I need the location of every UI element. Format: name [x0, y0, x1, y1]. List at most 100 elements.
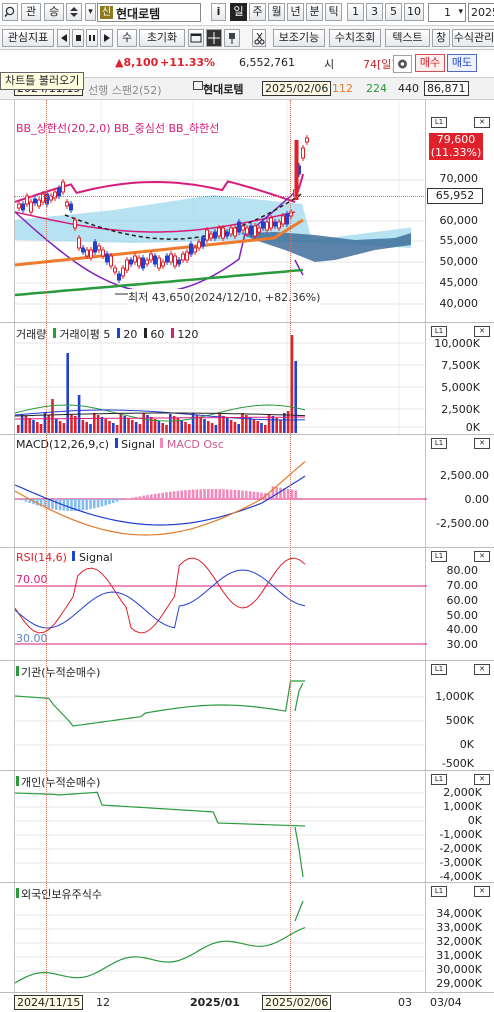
- dropdown-button[interactable]: ▾: [85, 3, 96, 21]
- candle-body: [201, 237, 205, 247]
- indiv-tick-1000k: 1,000K: [443, 800, 482, 813]
- triangle-right-icon: [104, 34, 110, 42]
- window-button[interactable]: 창: [432, 29, 450, 47]
- value-query-button[interactable]: 수치조회: [329, 29, 381, 47]
- tools-button[interactable]: [252, 29, 266, 47]
- reset-button[interactable]: 초기화: [139, 29, 185, 47]
- price-panel-close[interactable]: ✕: [474, 117, 490, 128]
- price-panel: BB_상한선(20,2,0) BB_중심선 BB_하한선 최저 43,650(2…: [0, 100, 494, 322]
- indiv-panel-close[interactable]: ✕: [474, 774, 490, 785]
- volume-axis-lock[interactable]: L1: [431, 326, 447, 337]
- price-axis-lock[interactable]: L1: [431, 117, 447, 128]
- tooltip: 차트틀 불러오기: [0, 72, 85, 90]
- candle-body: [305, 137, 309, 143]
- macd-osc-bar: [290, 489, 294, 499]
- macd-panel: MACD(12,26,9,c) Signal MACD Osc L1 ✕ 2,5…: [0, 434, 494, 548]
- macd-axis-lock[interactable]: L1: [431, 438, 447, 449]
- macd-panel-close[interactable]: ✕: [474, 438, 490, 449]
- frgn-tick-31000k: 31,000K: [436, 949, 482, 962]
- period-month-tab[interactable]: 월: [268, 3, 285, 21]
- frgn-panel-close[interactable]: ✕: [474, 886, 490, 897]
- frgn-axis-lock[interactable]: L1: [431, 886, 447, 897]
- foreign-plot[interactable]: [14, 883, 427, 993]
- inst-axis-lock[interactable]: L1: [431, 664, 447, 675]
- indiv-tick-neg3000k: -3,000K: [439, 856, 482, 869]
- stop-button[interactable]: [72, 29, 84, 47]
- stock-code-field[interactable]: 신 현대로템: [97, 3, 201, 22]
- aux-function-button[interactable]: 보조기능: [273, 29, 325, 47]
- count-value: 1: [444, 6, 451, 19]
- settings-button[interactable]: [393, 55, 412, 73]
- layout-button[interactable]: [188, 29, 204, 47]
- legend-ma-value: 86,871: [424, 81, 469, 96]
- next-page-button[interactable]: [100, 29, 113, 47]
- volume-bar: [85, 422, 88, 433]
- vol-ma5: 거래이평 5: [59, 328, 111, 341]
- vol-ma5: [14, 404, 306, 422]
- volume-bar: [237, 424, 240, 433]
- prev-button[interactable]: 승: [44, 3, 64, 21]
- macd-osc-bar: [218, 489, 221, 499]
- institution-line: [14, 680, 305, 727]
- quote-bar: ▲8,100 +11.33% 6,552,761 시 74[일] 매수 매도: [0, 50, 494, 78]
- candle-body: [173, 255, 177, 267]
- period-day-tab[interactable]: 일: [230, 3, 247, 21]
- up-down-stepper[interactable]: [66, 3, 82, 21]
- volume-plot[interactable]: [14, 323, 427, 435]
- info-button[interactable]: i: [211, 3, 226, 21]
- pin-button[interactable]: [224, 29, 240, 47]
- rsi-axis-lock[interactable]: L1: [431, 551, 447, 562]
- period-minute-tab[interactable]: 분: [306, 3, 323, 21]
- macd-tick-0: 0.00: [464, 493, 490, 506]
- period-tick-tab[interactable]: 틱: [325, 3, 342, 21]
- rsi-plot[interactable]: [14, 548, 427, 661]
- interest-button[interactable]: 관: [21, 3, 41, 21]
- indicator-menu-button[interactable]: 관심지표: [2, 29, 54, 47]
- volume-bar: [260, 423, 263, 433]
- formula-manage-button[interactable]: 수식관리: [452, 29, 494, 47]
- macd-osc-bar: [51, 499, 54, 510]
- volume-bar: [58, 421, 62, 433]
- macd-osc-bar: [203, 489, 206, 499]
- candle-body: [161, 261, 165, 267]
- price-tick-45000: 45,000: [439, 276, 479, 289]
- legend-ma3: 440: [398, 82, 419, 95]
- candle-body: [217, 227, 221, 237]
- period-year-tab[interactable]: 년: [287, 3, 304, 21]
- candle-body: [241, 225, 245, 231]
- count-button[interactable]: 수: [117, 29, 137, 47]
- interval-1-button[interactable]: 1: [347, 3, 364, 21]
- macd-signal-line: [14, 475, 306, 526]
- candle-body: [57, 187, 61, 197]
- institution-end: [294, 682, 304, 712]
- macd-osc-bar: [286, 488, 290, 499]
- count-field[interactable]: 1 ▾: [428, 3, 466, 22]
- sell-button[interactable]: 매도: [447, 54, 477, 72]
- period-week-tab[interactable]: 주: [249, 3, 266, 21]
- volume-panel-close[interactable]: ✕: [474, 326, 490, 337]
- gear-icon: [398, 59, 407, 69]
- pause-button[interactable]: [86, 29, 98, 47]
- interval-5-button[interactable]: 5: [385, 3, 402, 21]
- price-plot[interactable]: [14, 100, 427, 322]
- foreign-axis: L1 ✕ 34,000K 33,000K 32,000K 31,000K 30,…: [426, 883, 494, 993]
- inst-panel-close[interactable]: ✕: [474, 664, 490, 675]
- macd-osc-bar: [112, 499, 115, 503]
- rsi-panel-close[interactable]: ✕: [474, 551, 490, 562]
- macd-plot[interactable]: [14, 435, 427, 548]
- date-field[interactable]: 2025: [468, 3, 494, 22]
- search-button[interactable]: [2, 3, 18, 21]
- prev-page-button[interactable]: [57, 29, 70, 47]
- interval-3-button[interactable]: 3: [366, 3, 383, 21]
- interval-10-button[interactable]: 10: [404, 3, 424, 21]
- buy-button[interactable]: 매수: [415, 54, 445, 72]
- individual-plot[interactable]: [14, 771, 427, 883]
- institution-plot[interactable]: [14, 661, 427, 771]
- crosshair-button[interactable]: [206, 29, 222, 47]
- candle-body: [61, 181, 65, 193]
- indiv-axis-lock[interactable]: L1: [431, 774, 447, 785]
- text-button[interactable]: 텍스트: [385, 29, 430, 47]
- price-change-pct: +11.33%: [160, 56, 216, 69]
- rsi-signal-line: [14, 569, 306, 629]
